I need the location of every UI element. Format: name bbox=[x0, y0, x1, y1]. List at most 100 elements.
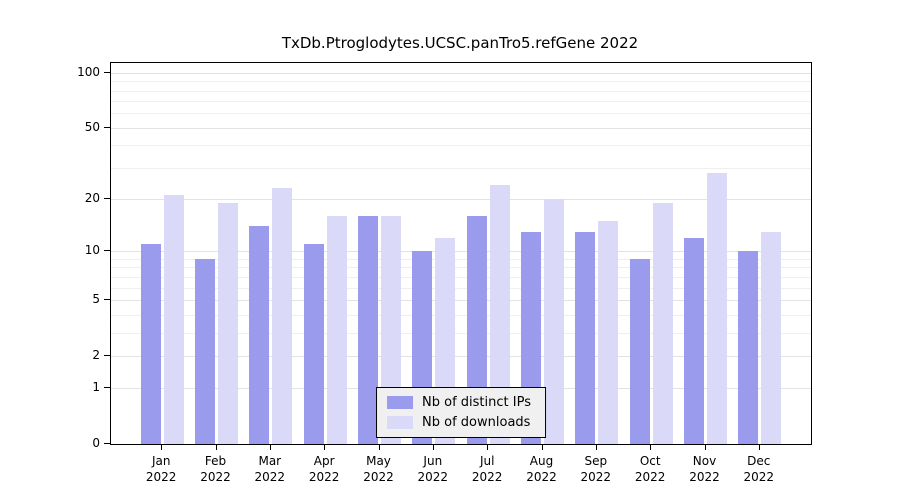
legend: Nb of distinct IPs Nb of downloads bbox=[376, 387, 546, 438]
x-tick-mark bbox=[269, 444, 271, 450]
plot-area: Nb of distinct IPs Nb of downloads bbox=[110, 62, 812, 445]
legend-label: Nb of downloads bbox=[422, 415, 531, 430]
bar-distinct-ips bbox=[303, 244, 324, 444]
year-label: 2022 bbox=[417, 470, 449, 484]
gridline bbox=[111, 299, 811, 301]
bar-downloads bbox=[326, 216, 347, 444]
x-tick-mark bbox=[161, 444, 163, 450]
bar-distinct-ips bbox=[140, 244, 161, 444]
gridline bbox=[111, 127, 811, 129]
gridline bbox=[111, 276, 811, 278]
gridline bbox=[111, 314, 811, 316]
bar-downloads bbox=[272, 188, 293, 444]
x-tick-label: Mar 2022 bbox=[240, 453, 300, 485]
year-label: 2022 bbox=[580, 470, 612, 484]
gridline bbox=[111, 355, 811, 357]
y-tick-mark bbox=[104, 250, 110, 252]
bar-downloads bbox=[761, 231, 782, 444]
month-label: Jul bbox=[479, 454, 495, 468]
year-label: 2022 bbox=[743, 470, 775, 484]
month-label: Jun bbox=[423, 454, 443, 468]
x-tick-label: May 2022 bbox=[349, 453, 409, 485]
x-tick-mark bbox=[595, 444, 597, 450]
legend-item-distinct-ips: Nb of distinct IPs bbox=[387, 395, 531, 410]
bar-downloads bbox=[707, 173, 727, 444]
x-tick-mark bbox=[487, 444, 489, 450]
legend-item-downloads: Nb of downloads bbox=[387, 415, 531, 430]
year-label: 2022 bbox=[308, 470, 340, 484]
chart-title: TxDb.Ptroglodytes.UCSC.panTro5.refGene 2… bbox=[281, 34, 639, 52]
bar-downloads bbox=[218, 203, 238, 444]
gridline bbox=[111, 145, 811, 147]
gridline bbox=[111, 72, 811, 74]
year-label: 2022 bbox=[145, 470, 177, 484]
x-tick-mark bbox=[704, 444, 706, 450]
year-label: 2022 bbox=[254, 470, 286, 484]
gridline bbox=[111, 267, 811, 269]
bar-downloads bbox=[652, 203, 673, 444]
x-tick-mark bbox=[215, 444, 217, 450]
x-tick-label: Jan 2022 bbox=[131, 453, 191, 485]
y-tick-label: 20 bbox=[84, 191, 100, 206]
bar-distinct-ips bbox=[249, 226, 270, 444]
year-label: 2022 bbox=[363, 470, 394, 484]
gridline bbox=[111, 199, 811, 201]
x-tick-label: Sep 2022 bbox=[566, 453, 626, 485]
month-label: Feb bbox=[204, 454, 227, 468]
gridline bbox=[111, 101, 811, 103]
bar-distinct-ips bbox=[358, 216, 378, 444]
bar-downloads bbox=[598, 221, 619, 444]
month-label: Jan bbox=[151, 454, 171, 468]
gridline bbox=[111, 287, 811, 289]
y-tick-mark bbox=[104, 126, 110, 128]
x-tick-label: Oct 2022 bbox=[620, 453, 680, 485]
bar-downloads bbox=[163, 195, 184, 444]
gridline bbox=[111, 81, 811, 83]
y-tick-mark bbox=[104, 198, 110, 200]
x-tick-label: Feb 2022 bbox=[186, 453, 246, 485]
x-tick-mark bbox=[324, 444, 326, 450]
y-tick-label: 5 bbox=[92, 291, 100, 306]
y-tick-label: 50 bbox=[84, 119, 100, 134]
month-label: Mar bbox=[258, 454, 282, 468]
y-tick-mark bbox=[104, 298, 110, 300]
year-label: 2022 bbox=[200, 470, 231, 484]
month-label: Aug bbox=[529, 454, 554, 468]
month-label: Sep bbox=[584, 454, 608, 468]
y-tick-label: 100 bbox=[77, 64, 100, 79]
x-tick-label: Dec 2022 bbox=[729, 453, 789, 485]
bar-distinct-ips bbox=[195, 258, 215, 444]
month-label: May bbox=[366, 454, 391, 468]
bar-distinct-ips bbox=[738, 251, 759, 444]
y-tick-label: 10 bbox=[84, 243, 100, 258]
gridline bbox=[111, 258, 811, 260]
year-label: 2022 bbox=[689, 470, 720, 484]
y-tick-mark bbox=[104, 443, 110, 444]
x-tick-label: Nov 2022 bbox=[675, 453, 735, 485]
gridline bbox=[111, 167, 811, 169]
x-tick-label: Aug 2022 bbox=[512, 453, 572, 485]
y-tick-mark bbox=[104, 354, 110, 356]
month-label: Apr bbox=[313, 454, 335, 468]
month-label: Dec bbox=[747, 454, 771, 468]
y-tick-label: 0 bbox=[92, 436, 100, 450]
bar-distinct-ips bbox=[629, 258, 650, 444]
year-label: 2022 bbox=[471, 470, 503, 484]
bar-downloads bbox=[544, 199, 564, 444]
y-tick-mark bbox=[104, 71, 110, 73]
legend-swatch-downloads bbox=[387, 416, 414, 429]
bar-distinct-ips bbox=[684, 237, 704, 444]
month-label: Nov bbox=[692, 454, 717, 468]
year-label: 2022 bbox=[526, 470, 557, 484]
gridline bbox=[111, 113, 811, 115]
x-tick-mark bbox=[650, 444, 652, 450]
x-tick-label: Apr 2022 bbox=[294, 453, 354, 485]
month-label: Oct bbox=[639, 454, 661, 468]
gridline bbox=[111, 90, 811, 92]
x-tick-mark bbox=[758, 444, 760, 450]
x-tick-mark bbox=[378, 444, 380, 450]
x-tick-label: Jun 2022 bbox=[403, 453, 463, 485]
gridline bbox=[111, 251, 811, 253]
x-tick-mark bbox=[541, 444, 543, 450]
